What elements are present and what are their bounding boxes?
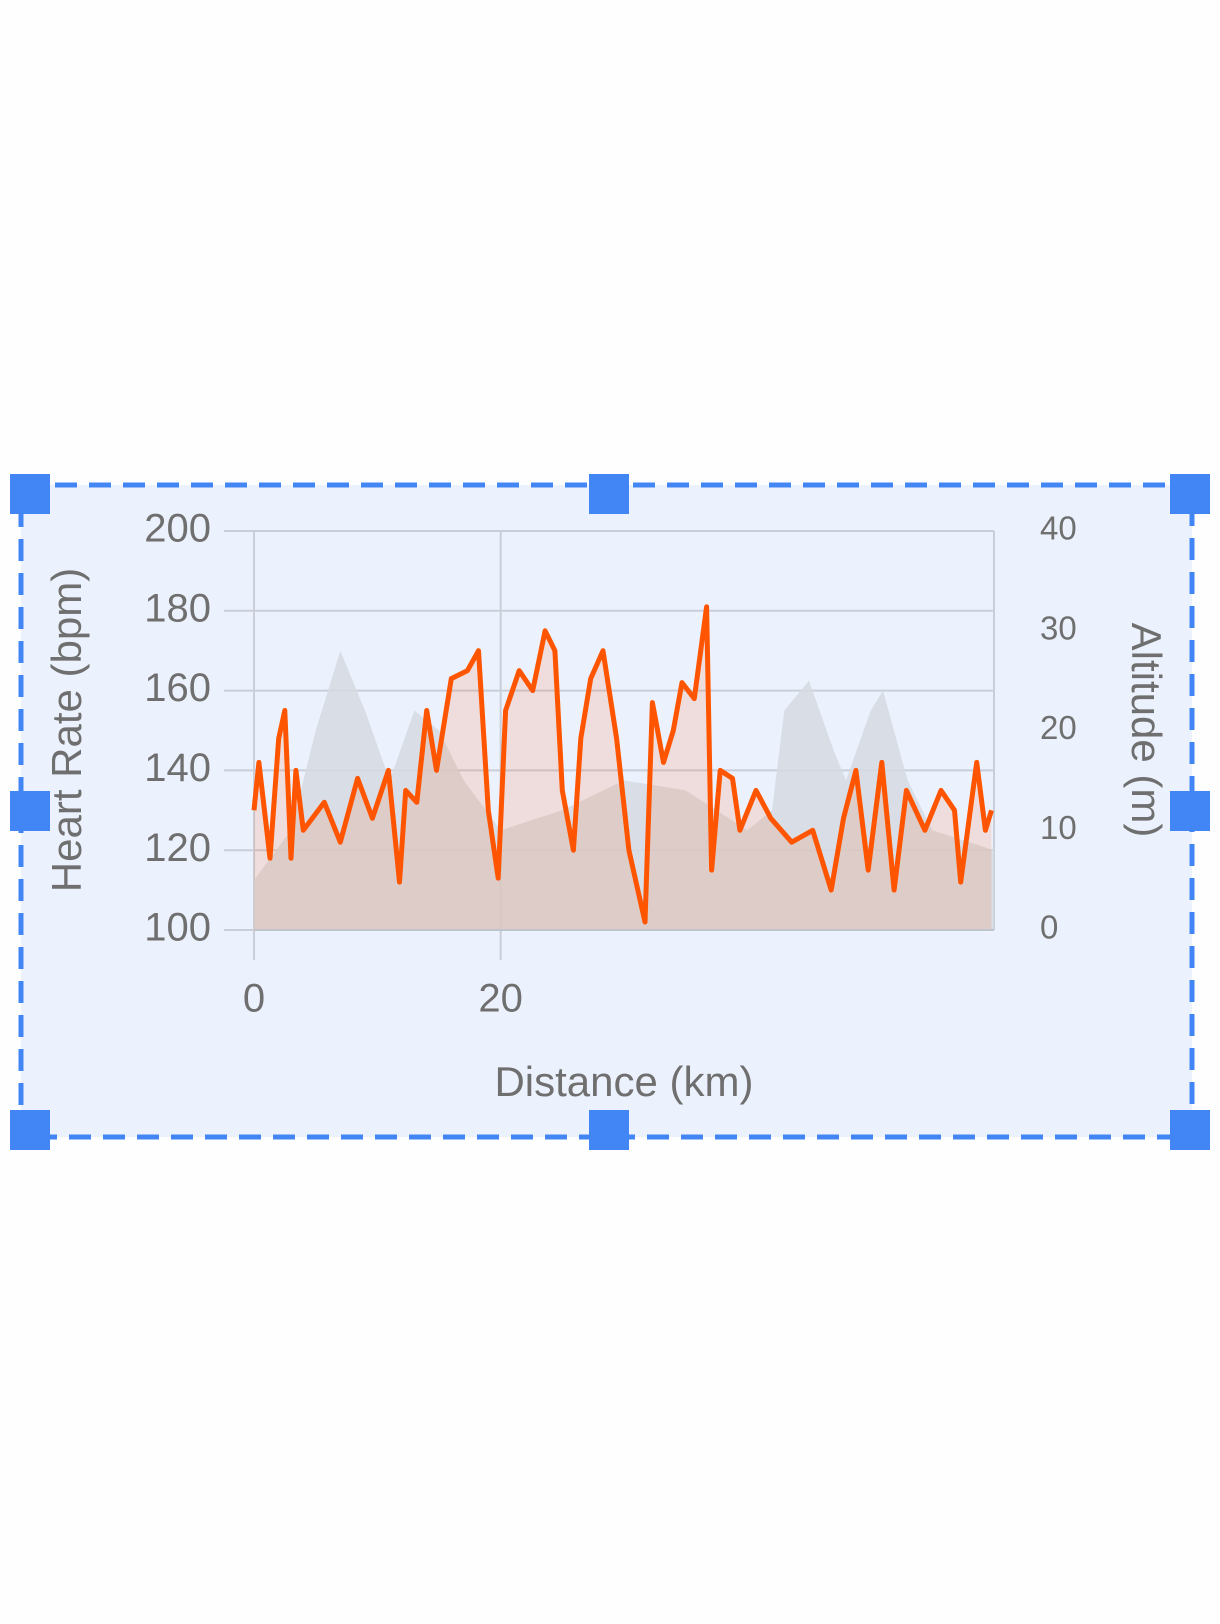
y2-tick-label: 40 bbox=[1040, 510, 1077, 547]
heart-rate-line bbox=[251, 604, 994, 925]
handle[interactable] bbox=[10, 474, 50, 514]
y-tick-label: 180 bbox=[144, 586, 211, 630]
y-tick-label: 100 bbox=[144, 906, 211, 950]
x-axis-title: Distance (km) bbox=[494, 1058, 753, 1105]
y-axis-title: Heart Rate (bpm) bbox=[43, 568, 90, 892]
y-tick-label: 140 bbox=[144, 746, 211, 790]
heart-rate-area bbox=[254, 606, 992, 930]
resize-handles bbox=[10, 474, 1210, 1150]
y2-tick-label: 20 bbox=[1040, 709, 1077, 746]
y-tick-label: 200 bbox=[144, 507, 211, 551]
handle[interactable] bbox=[1170, 791, 1210, 831]
y2-tick-label: 0 bbox=[1040, 909, 1058, 946]
handle[interactable] bbox=[589, 1110, 629, 1150]
handle[interactable] bbox=[10, 791, 50, 831]
handle[interactable] bbox=[1170, 474, 1210, 514]
x-tick-label: 20 bbox=[478, 977, 523, 1021]
x-tick-label: 0 bbox=[243, 977, 265, 1021]
y-tick-label: 160 bbox=[144, 666, 211, 710]
handle[interactable] bbox=[589, 474, 629, 514]
y2-tick-label: 30 bbox=[1040, 609, 1077, 646]
y-tick-label: 120 bbox=[144, 826, 211, 870]
y2-tick-label: 10 bbox=[1040, 809, 1077, 846]
y2-axis-title: Altitude (m) bbox=[1123, 623, 1170, 838]
handle[interactable] bbox=[10, 1110, 50, 1150]
handle[interactable] bbox=[1170, 1110, 1210, 1150]
